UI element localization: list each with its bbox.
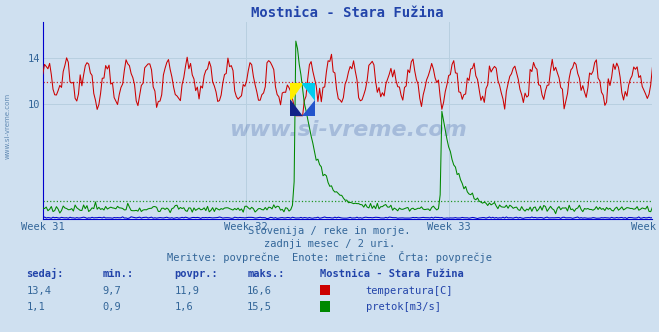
Text: 16,6: 16,6 <box>247 286 272 296</box>
Text: pretok[m3/s]: pretok[m3/s] <box>366 302 441 312</box>
Polygon shape <box>302 83 315 100</box>
Text: Mostnica - Stara Fužina: Mostnica - Stara Fužina <box>320 269 463 279</box>
Text: sedaj:: sedaj: <box>26 268 64 279</box>
Text: maks.:: maks.: <box>247 269 285 279</box>
Text: 1,6: 1,6 <box>175 302 193 312</box>
Text: 9,7: 9,7 <box>102 286 121 296</box>
Text: 1,1: 1,1 <box>26 302 45 312</box>
Text: Meritve: povprečne  Enote: metrične  Črta: povprečje: Meritve: povprečne Enote: metrične Črta:… <box>167 251 492 263</box>
Polygon shape <box>290 100 302 117</box>
Text: min.:: min.: <box>102 269 133 279</box>
Polygon shape <box>290 83 302 100</box>
Text: 15,5: 15,5 <box>247 302 272 312</box>
Text: Slovenija / reke in morje.: Slovenija / reke in morje. <box>248 226 411 236</box>
Polygon shape <box>302 100 315 117</box>
Text: www.si-vreme.com: www.si-vreme.com <box>229 120 467 140</box>
Text: temperatura[C]: temperatura[C] <box>366 286 453 296</box>
Text: povpr.:: povpr.: <box>175 269 218 279</box>
Text: www.si-vreme.com: www.si-vreme.com <box>5 93 11 159</box>
Title: Mostnica - Stara Fužina: Mostnica - Stara Fužina <box>251 6 444 20</box>
Text: 11,9: 11,9 <box>175 286 200 296</box>
Text: 13,4: 13,4 <box>26 286 51 296</box>
Text: zadnji mesec / 2 uri.: zadnji mesec / 2 uri. <box>264 239 395 249</box>
Text: 0,9: 0,9 <box>102 302 121 312</box>
